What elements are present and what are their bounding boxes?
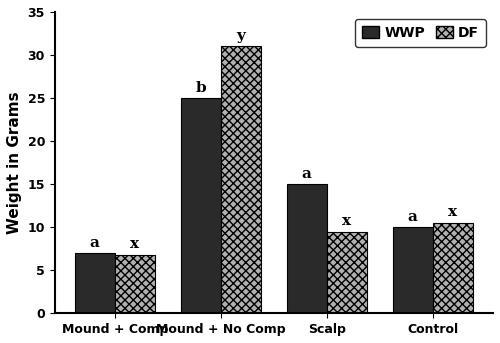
Bar xyxy=(327,232,367,314)
Text: a: a xyxy=(408,210,418,224)
Y-axis label: Weight in Grams: Weight in Grams xyxy=(7,91,22,234)
Text: x: x xyxy=(342,214,351,228)
Bar xyxy=(180,98,221,314)
Bar xyxy=(115,255,155,314)
Legend: WWP, DF: WWP, DF xyxy=(355,19,486,47)
Bar xyxy=(433,223,473,314)
Text: y: y xyxy=(236,29,246,43)
Text: a: a xyxy=(90,236,100,250)
Text: a: a xyxy=(302,167,312,181)
Text: b: b xyxy=(196,81,206,95)
Bar xyxy=(392,227,433,314)
Text: x: x xyxy=(448,205,458,220)
Bar xyxy=(286,184,327,314)
Text: x: x xyxy=(130,237,140,251)
Bar xyxy=(74,253,115,314)
Bar xyxy=(221,46,261,314)
